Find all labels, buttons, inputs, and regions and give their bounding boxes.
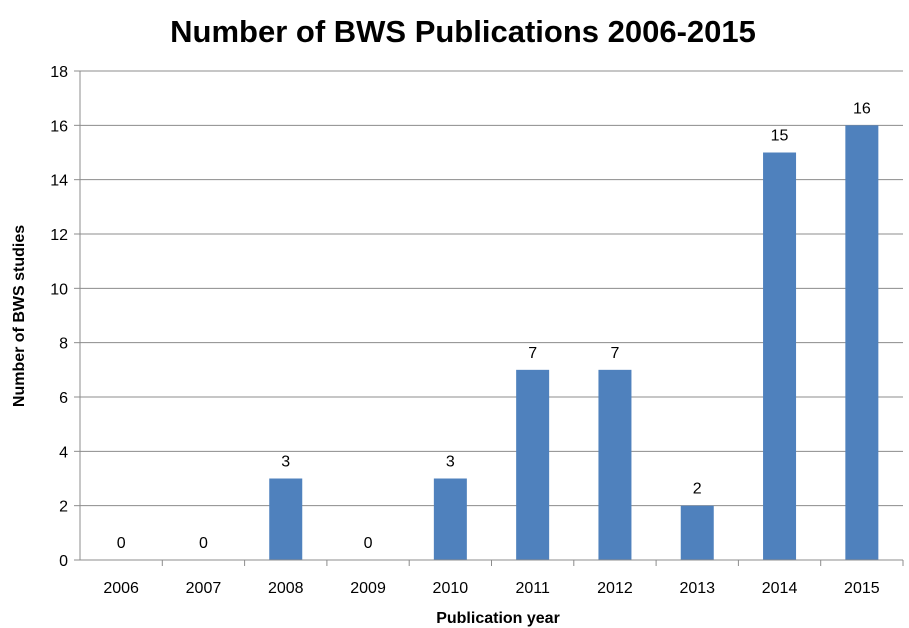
- x-tick-label: 2011: [515, 580, 550, 597]
- y-tick-label: 14: [50, 173, 68, 190]
- x-tick-label: 2009: [350, 580, 386, 597]
- bar: [763, 152, 797, 560]
- bar: [598, 369, 632, 560]
- bar: [433, 478, 467, 560]
- x-tick-label: 2007: [186, 580, 222, 597]
- x-tick-label: 2015: [844, 580, 880, 597]
- x-tick-label: 2012: [597, 580, 633, 597]
- bar: [269, 478, 303, 560]
- y-tick-label: 2: [59, 499, 68, 516]
- data-labels: 0 0 3 0 3 7 7 2 15 16: [117, 100, 871, 552]
- data-label: 0: [117, 535, 126, 552]
- data-label: 3: [446, 454, 455, 471]
- bar: [516, 369, 550, 560]
- y-axis-label: Number of BWS studies: [11, 225, 28, 407]
- data-label: 15: [771, 128, 789, 145]
- bar: [680, 505, 714, 560]
- x-axis-ticks: 2006 2007 2008 2009 2010 2011 2012 2013 2014 2015: [103, 560, 904, 597]
- y-tick-label: 10: [50, 281, 68, 298]
- bars: [269, 125, 879, 560]
- data-label: 0: [199, 535, 208, 552]
- x-tick-label: 2010: [433, 580, 469, 597]
- bar: [845, 125, 879, 560]
- y-tick-label: 0: [59, 553, 68, 570]
- data-label: 3: [281, 454, 290, 471]
- x-tick-label: 2006: [103, 580, 139, 597]
- y-tick-label: 12: [50, 227, 68, 244]
- y-tick-label: 4: [59, 444, 68, 461]
- data-label: 7: [610, 345, 619, 362]
- data-label: 16: [853, 100, 871, 117]
- gridlines: [80, 70, 903, 507]
- x-tick-label: 2013: [679, 580, 715, 597]
- y-tick-label: 16: [50, 118, 68, 135]
- data-label: 2: [693, 481, 702, 498]
- y-axis-ticks: 0 2 4 6 8 10 12 14 16 18: [50, 64, 80, 570]
- x-tick-label: 2014: [762, 580, 798, 597]
- data-label: 0: [364, 535, 373, 552]
- y-tick-label: 18: [50, 64, 68, 81]
- y-tick-label: 8: [59, 336, 68, 353]
- chart-title: Number of BWS Publications 2006-2015: [170, 14, 756, 49]
- y-tick-label: 6: [59, 390, 68, 407]
- x-axis-label: Publication year: [436, 610, 560, 627]
- data-label: 7: [528, 345, 537, 362]
- x-tick-label: 2008: [268, 580, 304, 597]
